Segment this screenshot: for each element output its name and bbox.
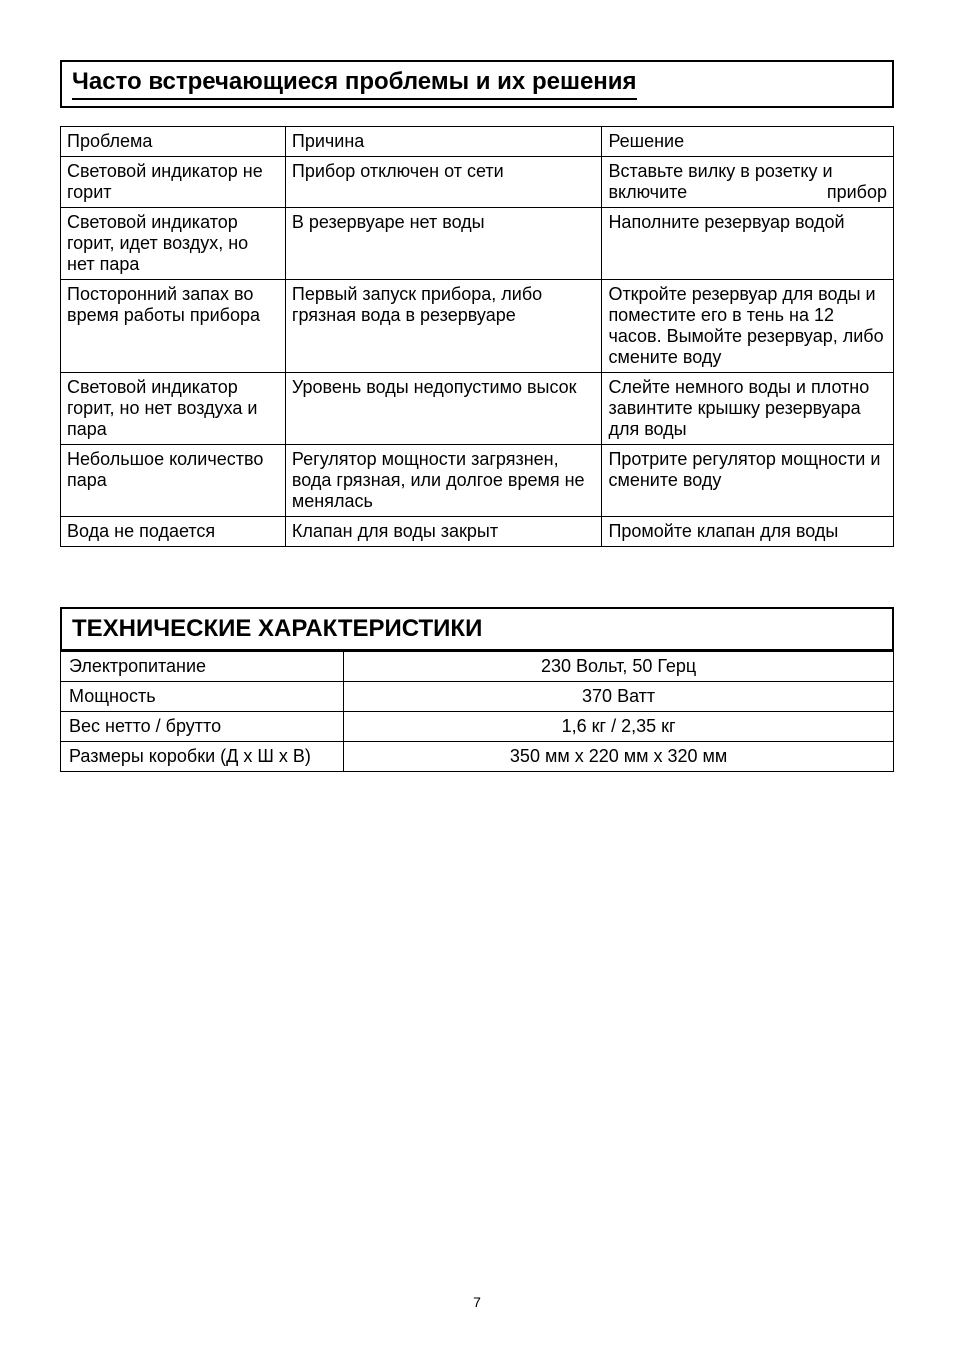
cell-problem: Посторонний запах во время работы прибор… bbox=[61, 280, 286, 373]
section-title-specs: ТЕХНИЧЕСКИЕ ХАРАКТЕРИСТИКИ bbox=[72, 615, 882, 643]
cell-cause: Регулятор мощности загрязнен, вода грязн… bbox=[285, 445, 602, 517]
table-row: Световой индикатор горит, идет воздух, н… bbox=[61, 208, 894, 280]
cell-problem: Световой индикатор горит, идет воздух, н… bbox=[61, 208, 286, 280]
cell-cause: Прибор отключен от сети bbox=[285, 157, 602, 208]
table-row: Размеры коробки (Д х Ш х В) 350 мм х 220… bbox=[61, 742, 894, 772]
cell-solution: Откройте резервуар для воды и поместите … bbox=[602, 280, 894, 373]
cell-solution: Слейте немного воды и плотно завинтите к… bbox=[602, 373, 894, 445]
table-row: Небольшое количество пара Регулятор мощн… bbox=[61, 445, 894, 517]
cell-solution: Наполните резервуар водой bbox=[602, 208, 894, 280]
cell-cause: Клапан для воды закрыт bbox=[285, 517, 602, 547]
table-row: Световой индикатор не горит Прибор отклю… bbox=[61, 157, 894, 208]
section-header-problems: Часто встречающиеся проблемы и их решени… bbox=[60, 60, 894, 108]
spec-label: Размеры коробки (Д х Ш х В) bbox=[61, 742, 344, 772]
cell-problem: Вода не подается bbox=[61, 517, 286, 547]
table-row: Вода не подается Клапан для воды закрыт … bbox=[61, 517, 894, 547]
cell-problem: Небольшое количество пара bbox=[61, 445, 286, 517]
specs-table: Электропитание 230 Вольт, 50 Герц Мощнос… bbox=[60, 651, 894, 772]
col-header-cause: Причина bbox=[285, 127, 602, 157]
table-row: Мощность 370 Ватт bbox=[61, 682, 894, 712]
cell-problem: Световой индикатор не горит bbox=[61, 157, 286, 208]
spec-value: 370 Ватт bbox=[344, 682, 894, 712]
table-row: Посторонний запах во время работы прибор… bbox=[61, 280, 894, 373]
spec-label: Мощность bbox=[61, 682, 344, 712]
col-header-solution: Решение bbox=[602, 127, 894, 157]
cell-solution: Промойте клапан для воды bbox=[602, 517, 894, 547]
spec-value: 230 Вольт, 50 Герц bbox=[344, 652, 894, 682]
spec-label: Электропитание bbox=[61, 652, 344, 682]
cell-solution: Вставьте вилку в розетку и включите приб… bbox=[602, 157, 894, 208]
problems-table: Проблема Причина Решение Световой индика… bbox=[60, 126, 894, 547]
spec-label: Вес нетто / брутто bbox=[61, 712, 344, 742]
table-header-row: Проблема Причина Решение bbox=[61, 127, 894, 157]
col-header-problem: Проблема bbox=[61, 127, 286, 157]
cell-solution: Протрите регулятор мощности и смените во… bbox=[602, 445, 894, 517]
spec-value: 1,6 кг / 2,35 кг bbox=[344, 712, 894, 742]
section-title-problems: Часто встречающиеся проблемы и их решени… bbox=[72, 68, 637, 100]
table-row: Электропитание 230 Вольт, 50 Герц bbox=[61, 652, 894, 682]
cell-cause: В резервуаре нет воды bbox=[285, 208, 602, 280]
table-row: Вес нетто / брутто 1,6 кг / 2,35 кг bbox=[61, 712, 894, 742]
page-number: 7 bbox=[0, 1294, 954, 1310]
spec-value: 350 мм х 220 мм х 320 мм bbox=[344, 742, 894, 772]
cell-cause: Уровень воды недопустимо высок bbox=[285, 373, 602, 445]
section-header-specs: ТЕХНИЧЕСКИЕ ХАРАКТЕРИСТИКИ bbox=[60, 607, 894, 651]
cell-cause: Первый запуск прибора, либо грязная вода… bbox=[285, 280, 602, 373]
table-row: Световой индикатор горит, но нет воздуха… bbox=[61, 373, 894, 445]
cell-problem: Световой индикатор горит, но нет воздуха… bbox=[61, 373, 286, 445]
